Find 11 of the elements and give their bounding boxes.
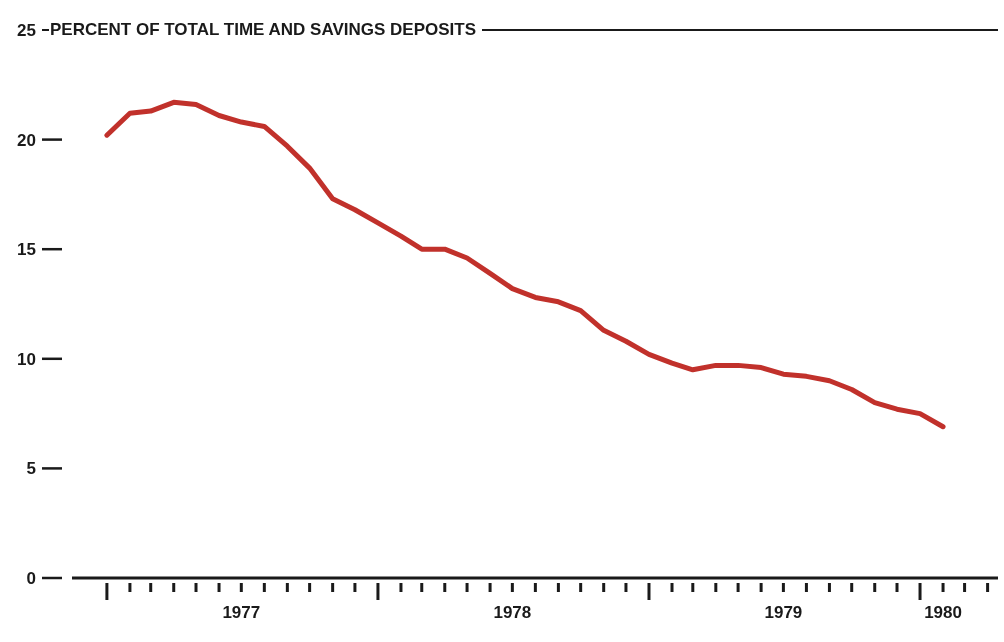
x-tick-label: 1980 (924, 603, 962, 622)
y-tick-label: 15 (17, 240, 36, 260)
y-tick-label: 20 (17, 130, 36, 150)
x-tick-label: 1979 (764, 603, 803, 622)
y-tick-label: 0 (26, 569, 36, 588)
x-tick-label: 1978 (493, 603, 532, 622)
y-tick-label: 10 (17, 349, 36, 369)
y-tick-label: 25 (17, 21, 36, 40)
x-tick-label: 1977 (222, 603, 261, 622)
y-tick-label: 5 (26, 459, 36, 479)
chart-title: PERCENT OF TOTAL TIME AND SAVINGS DEPOSITS (49, 19, 482, 41)
